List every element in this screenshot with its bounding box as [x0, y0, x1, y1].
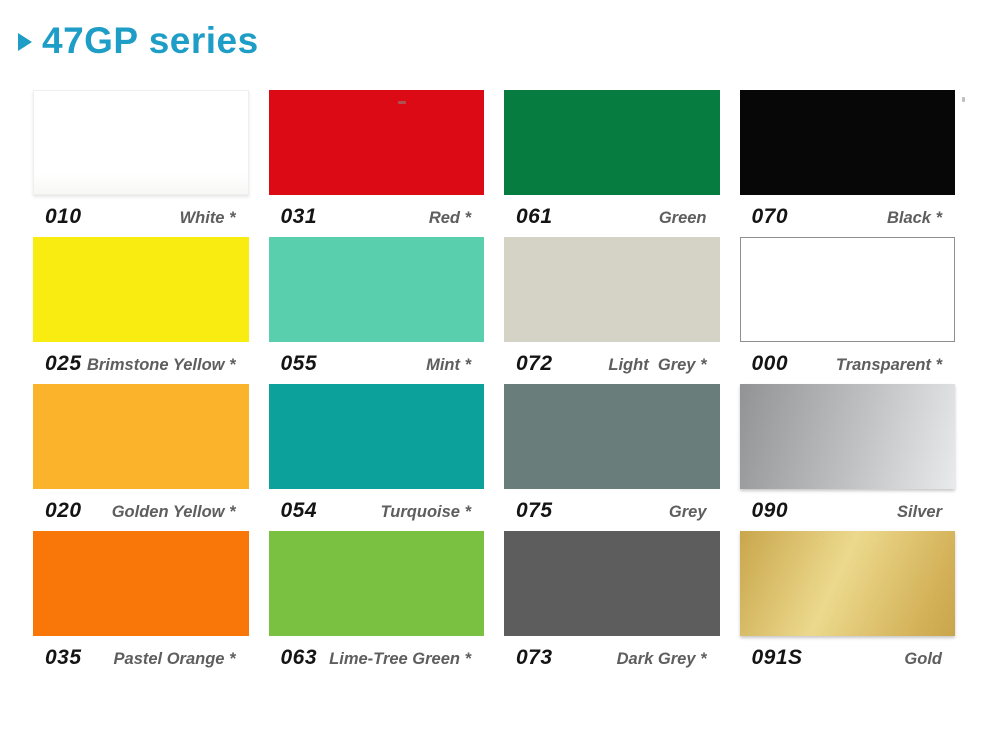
color-swatch: [33, 384, 249, 489]
swatch-cell: 063 Lime-Tree Green *: [268, 531, 485, 678]
swatch-label-row: 090 Silver: [740, 489, 956, 523]
swatch-cell: 075 Grey: [504, 384, 720, 531]
swatch-label-row: 055 Mint *: [269, 342, 485, 376]
swatch-code: 072: [516, 352, 553, 375]
swatch-cell: 020 Golden Yellow *: [33, 384, 249, 531]
swatch-cell: 055 Mint *: [268, 237, 485, 384]
cropped-label-artifact: [962, 97, 965, 102]
swatch-name: Pastel Orange *: [113, 650, 236, 668]
swatch-cell: 073 Dark Grey *: [504, 531, 720, 678]
color-swatch: [504, 237, 720, 342]
color-swatch: [504, 531, 720, 636]
color-swatch: [739, 90, 955, 195]
color-swatch: [268, 90, 484, 195]
swatch-grid: 010 White * 031 Red * 061 Green 070 Blac…: [33, 90, 955, 678]
swatch-label-row: 075 Grey: [504, 489, 720, 523]
swatch-code: 000: [751, 352, 789, 375]
color-swatch: [33, 237, 249, 342]
swatch-cell: 090 Silver: [739, 384, 956, 531]
swatch-label-row: 031 Red *: [269, 195, 485, 229]
swatch-code: 031: [280, 205, 318, 228]
swatch-cell: 072 Light Grey *: [504, 237, 720, 384]
swatch-code: 061: [516, 205, 553, 228]
swatch-name: Green: [658, 209, 707, 227]
swatch-name: Golden Yellow *: [111, 503, 236, 521]
swatch-code: 010: [45, 205, 82, 228]
color-swatch: [739, 384, 955, 489]
swatch-name: Black *: [886, 209, 942, 227]
swatch-name: Silver: [897, 503, 942, 521]
color-swatch: [504, 384, 720, 489]
color-swatch: [739, 531, 955, 636]
swatch-code: 020: [45, 499, 82, 522]
swatch-label-row: 061 Green: [504, 195, 720, 229]
swatch-cell: 010 White *: [33, 90, 249, 237]
swatch-name: Dark Grey *: [616, 650, 707, 668]
swatch-name: White *: [179, 209, 236, 227]
swatch-code: 063: [280, 646, 318, 669]
swatch-label-row: 025 Brimstone Yellow *: [33, 342, 249, 376]
swatch-name: Mint *: [426, 356, 471, 374]
swatch-label-row: 073 Dark Grey *: [504, 636, 720, 670]
swatch-name: Grey: [668, 503, 707, 521]
swatch-name: Brimstone Yellow *: [86, 356, 236, 374]
swatch-code: 073: [516, 646, 553, 669]
swatch-name: Turquoise *: [380, 503, 471, 521]
swatch-label-row: 035 Pastel Orange *: [33, 636, 249, 670]
swatch-name: Transparent *: [835, 356, 942, 374]
swatch-label-row: 010 White *: [33, 195, 249, 229]
swatch-cell: 070 Black *: [739, 90, 956, 237]
swatch-name: Red *: [428, 209, 471, 227]
swatch-code: 090: [751, 499, 789, 522]
swatch-code: 035: [45, 646, 82, 669]
color-swatch: [739, 237, 955, 342]
swatch-label-row: 070 Black *: [740, 195, 956, 229]
cropped-label-artifact: [398, 101, 406, 104]
swatch-cell: 054 Turquoise *: [268, 384, 485, 531]
color-swatch: [504, 90, 720, 195]
swatch-cell: 000 Transparent *: [739, 237, 956, 384]
swatch-label-row: 000 Transparent *: [740, 342, 956, 376]
swatch-code: 070: [751, 205, 789, 228]
color-swatch: [268, 384, 484, 489]
swatch-cell: 035 Pastel Orange *: [33, 531, 249, 678]
swatch-code: 055: [280, 352, 318, 375]
swatch-label-row: 072 Light Grey *: [504, 342, 720, 376]
color-swatch: [33, 531, 249, 636]
swatch-code: 075: [516, 499, 553, 522]
swatch-name: Light Grey *: [608, 356, 707, 374]
swatch-cell: 031 Red *: [268, 90, 485, 237]
swatch-label-row: 054 Turquoise *: [269, 489, 485, 523]
swatch-name: Lime-Tree Green *: [329, 650, 471, 668]
swatch-label-row: 063 Lime-Tree Green *: [269, 636, 485, 670]
swatch-code: 025: [45, 352, 82, 375]
swatch-name: Gold: [904, 650, 942, 668]
color-swatch: [268, 531, 484, 636]
swatch-cell: 091S Gold: [739, 531, 956, 678]
color-swatch: [33, 90, 249, 195]
play-triangle-icon: [18, 33, 32, 51]
swatch-label-row: 020 Golden Yellow *: [33, 489, 249, 523]
page-title: 47GP series: [42, 20, 259, 61]
page-header: 47GP series: [18, 18, 1000, 64]
color-swatch: [268, 237, 484, 342]
swatch-cell: 061 Green: [504, 90, 720, 237]
swatch-code: 091S: [751, 646, 803, 669]
swatch-label-row: 091S Gold: [740, 636, 956, 670]
swatch-code: 054: [280, 499, 318, 522]
swatch-cell: 025 Brimstone Yellow *: [33, 237, 249, 384]
